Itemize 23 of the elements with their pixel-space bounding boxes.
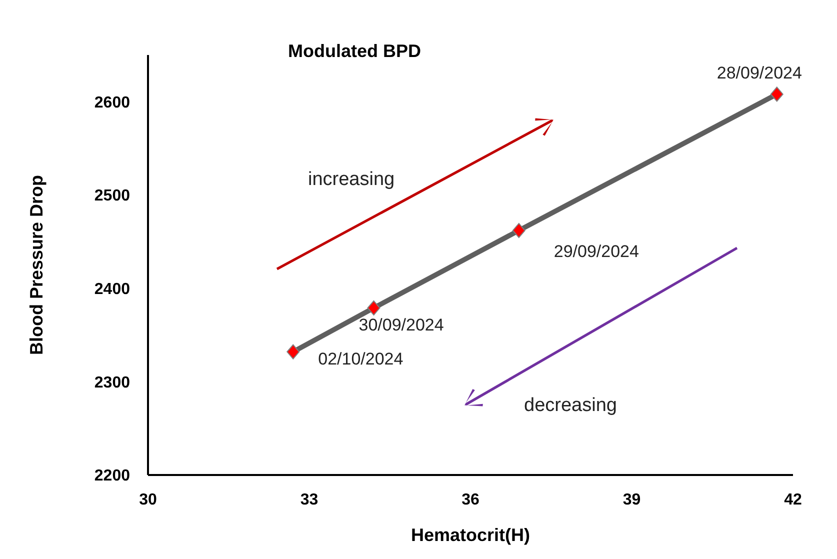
point	[286, 344, 300, 360]
annotation: 30/09/2024	[358, 315, 444, 334]
x-tick-label: 33	[300, 491, 318, 508]
x-tick-label: 42	[784, 491, 802, 508]
annotation: 02/10/2024	[318, 349, 404, 368]
y-tick-label: 2400	[94, 281, 130, 298]
annotation: 28/09/2024	[716, 64, 802, 83]
annotation: increasing	[308, 169, 395, 191]
annotation: decreasing	[524, 395, 617, 417]
y-tick-label: 2200	[94, 468, 130, 485]
annotation: 29/09/2024	[554, 242, 639, 261]
point	[367, 300, 380, 316]
y-tick-label: 2500	[94, 188, 130, 205]
x-tick-label: 30	[139, 491, 157, 508]
y-tick-label: 2600	[94, 94, 130, 112]
y-tick-label: 2300	[94, 374, 130, 392]
x-tick-label: 39	[622, 491, 641, 508]
chart-title: Modulated BPD	[288, 41, 421, 62]
point	[770, 86, 784, 102]
y-axis-title: Blood Pressure Drop	[26, 174, 46, 356]
x-tick-label: 36	[462, 491, 480, 508]
x-axis-title: Hematocrit(H)	[410, 525, 530, 545]
point	[512, 222, 526, 238]
